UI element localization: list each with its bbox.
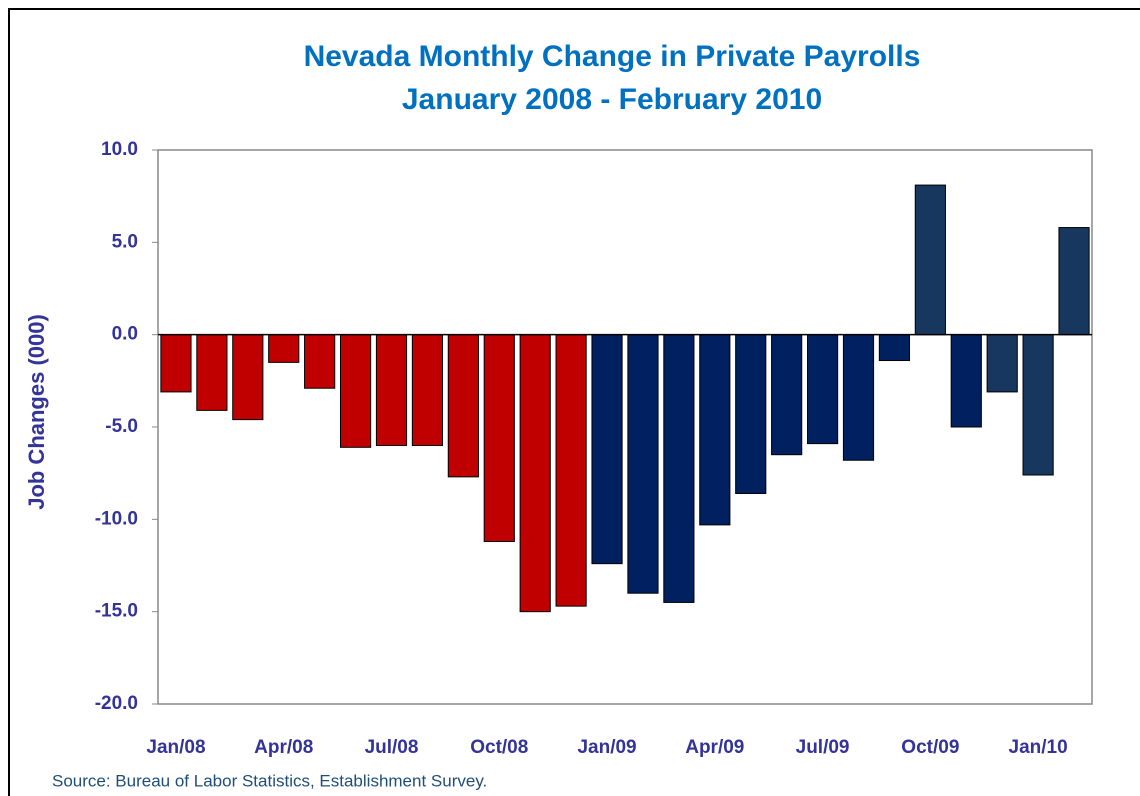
x-tick-label: Apr/09 <box>685 737 744 758</box>
bar <box>842 334 875 461</box>
bar <box>914 184 946 336</box>
bar <box>519 334 551 613</box>
bar <box>735 334 767 494</box>
bar <box>878 334 911 362</box>
bar <box>339 334 372 448</box>
bar <box>986 334 1018 393</box>
x-tick-label: Oct/09 <box>901 737 959 758</box>
bar <box>771 334 803 456</box>
y-tick-label: 10.0 <box>101 139 138 160</box>
bar <box>950 334 982 428</box>
x-tick-label: Oct/08 <box>470 737 528 758</box>
bar <box>411 334 444 446</box>
bar <box>196 334 228 411</box>
bar <box>304 334 336 389</box>
bar <box>663 334 695 603</box>
bar <box>627 334 659 594</box>
bar <box>447 334 479 478</box>
y-tick-label: -20.0 <box>95 693 138 714</box>
source-note: Source: Bureau of Labor Statistics, Esta… <box>52 771 487 790</box>
bar <box>806 334 839 445</box>
frame <box>8 8 1140 796</box>
bar <box>375 334 408 446</box>
bar <box>555 334 587 607</box>
bar <box>160 334 192 393</box>
x-tick-label: Jul/08 <box>365 737 419 758</box>
x-tick-label: Jan/10 <box>1009 737 1068 758</box>
y-tick-label: -10.0 <box>95 508 138 529</box>
y-tick-label: 0.0 <box>112 324 138 345</box>
bar <box>699 334 731 526</box>
y-axis-label: Job Changes (000) <box>24 314 49 510</box>
chart-subtitle: January 2008 - February 2010 <box>402 83 822 116</box>
x-tick-label: Jan/09 <box>577 737 636 758</box>
bar <box>1022 334 1054 476</box>
bar <box>268 334 300 363</box>
x-tick-label: Jan/08 <box>146 737 205 758</box>
bar <box>232 334 264 421</box>
y-tick-label: -15.0 <box>95 601 138 622</box>
y-tick-label: 5.0 <box>112 231 138 252</box>
bar <box>483 334 515 542</box>
x-tick-label: Jul/09 <box>796 737 850 758</box>
y-tick-label: -5.0 <box>105 416 138 437</box>
chart-title: Nevada Monthly Change in Private Payroll… <box>304 40 921 73</box>
bar <box>591 334 623 565</box>
x-tick-label: Apr/08 <box>254 737 313 758</box>
bar <box>1058 227 1090 336</box>
